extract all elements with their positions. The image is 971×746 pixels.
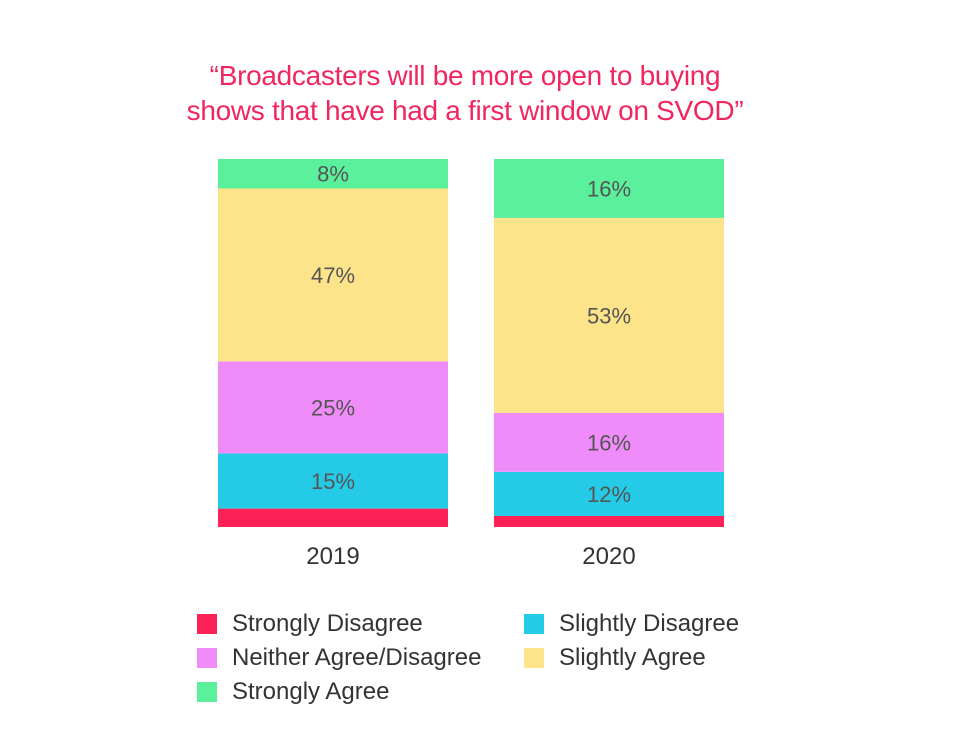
legend-label-strongly-agree: Strongly Agree <box>232 678 390 705</box>
legend-label-slightly-agree: Slightly Agree <box>559 644 706 671</box>
legend-swatch-strongly-agree <box>197 682 217 702</box>
data-label-2019-slightly-disagree: 15% <box>311 469 355 494</box>
legend-swatch-strongly-disagree <box>197 614 217 634</box>
data-label-2020-strongly-agree: 16% <box>587 176 631 201</box>
chart-title-line-2: shows that have had a first window on SV… <box>186 95 744 126</box>
bar-segment-2019-slightly-disagree <box>218 453 448 509</box>
bar-segment-2020-neither-agree-disagree <box>494 412 724 472</box>
legend-item-slightly-agree: Slightly Agree <box>524 643 706 673</box>
legend-label-strongly-disagree: Strongly Disagree <box>232 610 423 637</box>
data-label-2019-neither-agree-disagree: 25% <box>311 395 355 420</box>
chart-plot: 15% 25% 47% 8% 2019 12% 16% 53% 16% 2020 <box>218 159 724 570</box>
data-label-2020-neither-agree-disagree: 16% <box>587 430 631 455</box>
bar-segment-2020-strongly-agree <box>494 159 724 218</box>
bar-segment-2020-slightly-agree <box>494 217 724 413</box>
legend-item-strongly-agree: Strongly Agree <box>197 677 389 707</box>
bar-segment-2020-slightly-disagree <box>494 471 724 516</box>
category-label-2019: 2019 <box>306 543 359 570</box>
category-label-2020: 2020 <box>582 543 635 570</box>
chart-title-line-1: “Broadcasters will be more open to buyin… <box>209 60 721 91</box>
legend-label-neither: Neither Agree/Disagree <box>232 644 482 671</box>
bar-segment-2019-strongly-disagree <box>218 508 448 527</box>
bar-segment-2019-strongly-agree <box>218 159 448 189</box>
legend-item-neither: Neither Agree/Disagree <box>197 643 481 673</box>
legend-swatch-slightly-disagree <box>524 614 544 634</box>
bar-segment-2020-strongly-disagree <box>494 515 724 527</box>
legend-swatch-slightly-agree <box>524 648 544 668</box>
legend-item-slightly-disagree: Slightly Disagree <box>524 609 739 639</box>
chart-legend: Strongly Disagree Slightly Disagree Neit… <box>197 609 797 719</box>
legend-item-strongly-disagree: Strongly Disagree <box>197 609 423 639</box>
bar-segment-2019-neither-agree-disagree <box>218 361 448 454</box>
data-label-2019-slightly-agree: 47% <box>311 263 355 288</box>
bar-segment-2019-slightly-agree <box>218 188 448 362</box>
data-label-2020-slightly-disagree: 12% <box>587 482 631 507</box>
data-label-2020-slightly-agree: 53% <box>587 303 631 328</box>
legend-label-slightly-disagree: Slightly Disagree <box>559 610 740 637</box>
legend-swatch-neither <box>197 648 217 668</box>
data-label-2019-strongly-agree: 8% <box>317 162 349 187</box>
